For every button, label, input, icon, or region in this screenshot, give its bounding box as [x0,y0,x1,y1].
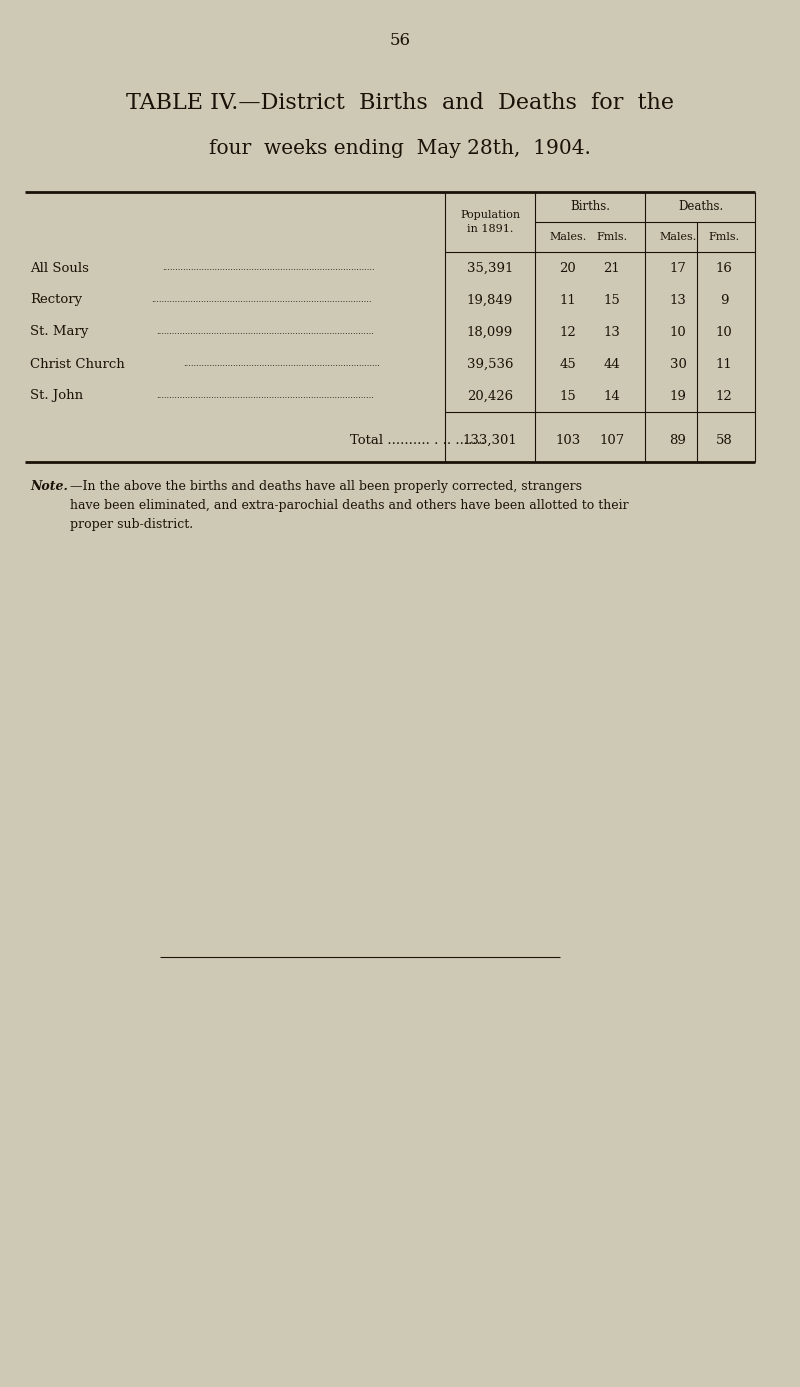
Text: Fmls.: Fmls. [709,232,739,241]
Text: 19: 19 [670,390,686,402]
Text: 13: 13 [670,294,686,307]
Text: Males.: Males. [659,232,697,241]
Text: 17: 17 [670,262,686,275]
Text: 10: 10 [716,326,732,338]
Text: All Souls: All Souls [30,262,89,275]
Text: Births.: Births. [570,201,610,214]
Text: ................................................................................: ........................................… [162,264,374,272]
Text: 12: 12 [716,390,732,402]
Text: 45: 45 [560,358,576,370]
Text: 35,391: 35,391 [467,262,513,275]
Text: 13: 13 [603,326,621,338]
Text: 15: 15 [604,294,620,307]
Text: ................................................................................: ........................................… [156,327,374,336]
Text: 107: 107 [599,434,625,447]
Text: 21: 21 [604,262,620,275]
Text: 89: 89 [670,434,686,447]
Text: ...........................................................................: ........................................… [183,361,380,368]
Text: Population
in 1891.: Population in 1891. [460,211,520,233]
Text: 16: 16 [715,262,733,275]
Text: St. John: St. John [30,390,83,402]
Text: 20: 20 [560,262,576,275]
Text: 56: 56 [390,32,410,49]
Text: Deaths.: Deaths. [678,201,724,214]
Text: 20,426: 20,426 [467,390,513,402]
Text: ................................................................................: ........................................… [156,393,374,399]
Text: 39,536: 39,536 [466,358,514,370]
Text: 18,099: 18,099 [467,326,513,338]
Text: 30: 30 [670,358,686,370]
Text: 11: 11 [560,294,576,307]
Text: 12: 12 [560,326,576,338]
Text: 14: 14 [604,390,620,402]
Text: Males.: Males. [550,232,586,241]
Text: Note.: Note. [30,480,68,492]
Text: 44: 44 [604,358,620,370]
Text: 15: 15 [560,390,576,402]
Text: Fmls.: Fmls. [597,232,627,241]
Text: 9: 9 [720,294,728,307]
Text: 10: 10 [670,326,686,338]
Text: 133,301: 133,301 [462,434,518,447]
Text: TABLE IV.—District  Births  and  Deaths  for  the: TABLE IV.—District Births and Deaths for… [126,92,674,114]
Text: St. Mary: St. Mary [30,326,88,338]
Text: 58: 58 [716,434,732,447]
Text: ................................................................................: ........................................… [151,295,372,304]
Text: 19,849: 19,849 [467,294,513,307]
Text: four  weeks ending  May 28th,  1904.: four weeks ending May 28th, 1904. [209,139,591,158]
Text: 11: 11 [716,358,732,370]
Text: 103: 103 [555,434,581,447]
Text: Total .......... . .. .......: Total .......... . .. ....... [350,434,485,447]
Text: Rectory: Rectory [30,294,82,307]
Text: —In the above the births and deaths have all been properly corrected, strangers
: —In the above the births and deaths have… [70,480,629,531]
Text: Christ Church: Christ Church [30,358,125,370]
